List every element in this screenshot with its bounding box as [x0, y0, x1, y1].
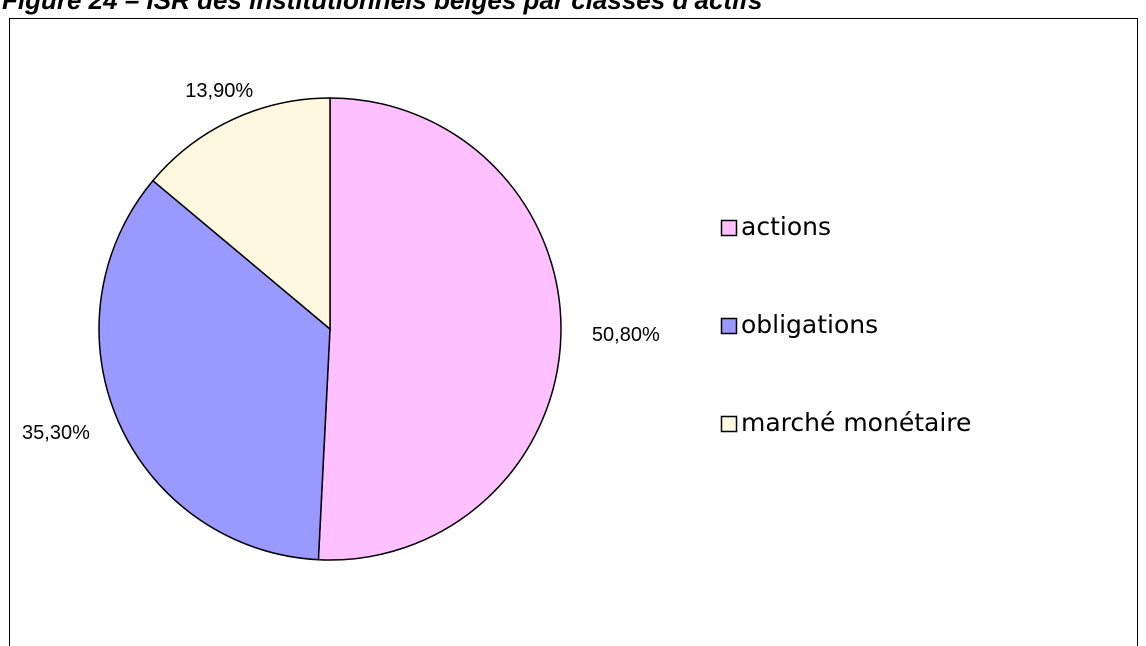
data-label: 35,30%	[22, 422, 90, 444]
pie-slice	[151, 97, 331, 331]
legend-label: actions	[741, 212, 831, 241]
legend-swatch	[720, 219, 738, 237]
pie-slice	[317, 97, 562, 561]
legend-swatch	[720, 415, 738, 433]
legend-label: marché monétaire	[741, 408, 971, 437]
pie-slice	[98, 179, 331, 561]
legend-label: obligations	[741, 310, 878, 339]
legend-swatch	[720, 317, 738, 335]
chart-title: Figure 24 – ISR des institutionnels belg…	[2, 0, 762, 15]
data-label: 13,90%	[185, 80, 253, 102]
data-label: 50,80%	[592, 324, 660, 346]
